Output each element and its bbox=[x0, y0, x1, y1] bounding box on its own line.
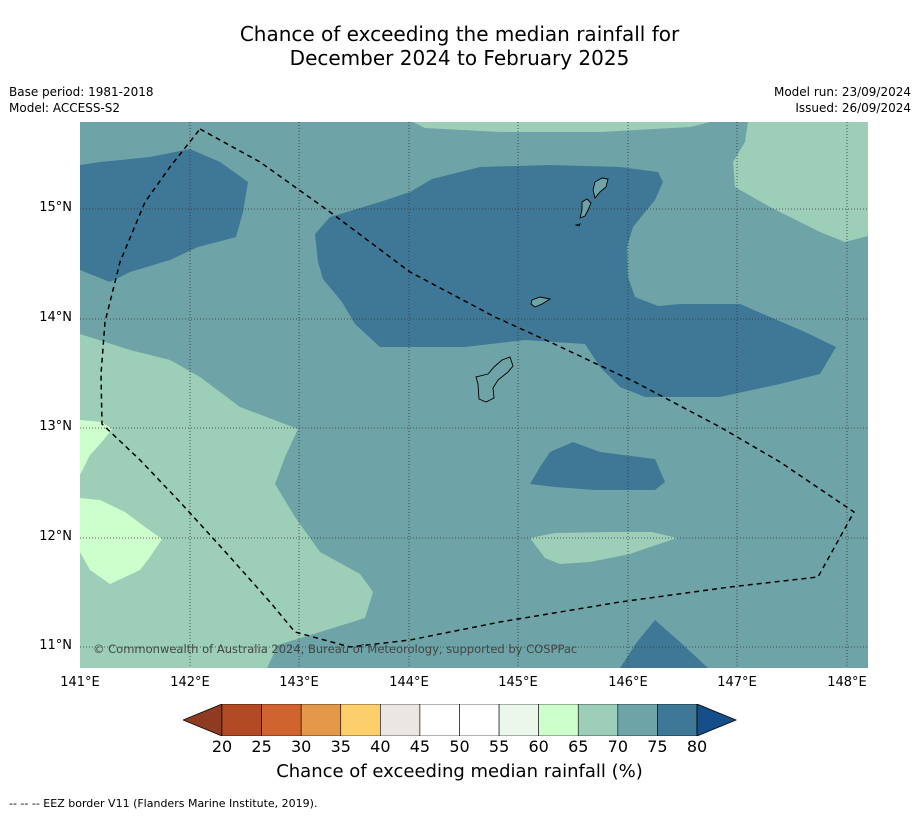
issued-date: Issued: 26/09/2024 bbox=[795, 101, 911, 115]
colorbar-tick-label: 60 bbox=[528, 737, 549, 756]
lon-label-147: 147°E bbox=[717, 675, 757, 690]
metadata-left: Base period: 1981-2018 Model: ACCESS-S2 bbox=[9, 84, 154, 116]
colorbar-segment bbox=[380, 704, 421, 736]
colorbar-segments bbox=[221, 704, 698, 736]
map-title: Chance of exceeding the median rainfall … bbox=[0, 22, 919, 70]
region-60-65-a bbox=[80, 420, 112, 475]
lon-label-144: 144°E bbox=[389, 675, 429, 690]
region-75-80-se bbox=[620, 620, 708, 668]
lon-label-148: 148°E bbox=[827, 675, 867, 690]
region-75-80-central bbox=[315, 165, 836, 397]
lat-label-11: 11°N bbox=[39, 638, 72, 653]
region-65-70-west bbox=[80, 334, 373, 668]
islands bbox=[475, 177, 609, 403]
graticule bbox=[80, 122, 868, 668]
colorbar-segment bbox=[577, 704, 619, 736]
colorbar-tick-label: 40 bbox=[370, 737, 391, 756]
island-saipan bbox=[592, 177, 609, 199]
colorbar-over-arrow bbox=[696, 704, 738, 736]
colorbar-tick-label: 55 bbox=[488, 737, 510, 756]
colorbar-segment bbox=[340, 704, 381, 736]
island-aguijan bbox=[574, 223, 581, 227]
colorbar-tick-label: 70 bbox=[607, 737, 628, 756]
colorbar-tick-label: 45 bbox=[409, 737, 431, 756]
region-75-80-nw bbox=[80, 149, 248, 282]
lon-label-146: 146°E bbox=[608, 675, 648, 690]
colorbar-tick-label: 20 bbox=[211, 737, 233, 756]
colorbar-title: Chance of exceeding median rainfall (%) bbox=[276, 761, 643, 782]
lon-label-142: 142°E bbox=[170, 675, 210, 690]
region-65-70-south bbox=[530, 532, 677, 564]
island-tinian bbox=[579, 198, 592, 219]
lat-label-15: 15°N bbox=[39, 200, 72, 215]
colorbar-tick-label: 25 bbox=[251, 737, 272, 756]
lon-label-145: 145°E bbox=[498, 675, 538, 690]
title-line-2: December 2024 to February 2025 bbox=[289, 46, 630, 70]
colorbar-tick-label: 35 bbox=[330, 737, 351, 756]
title-line-1: Chance of exceeding the median rainfall … bbox=[239, 22, 680, 46]
eez-border bbox=[100, 128, 855, 648]
region-60-65-b bbox=[80, 498, 162, 584]
colorbar-segment bbox=[498, 704, 539, 736]
colorbar-segment bbox=[459, 704, 500, 736]
colorbar-segment bbox=[221, 704, 262, 736]
lat-label-12: 12°N bbox=[39, 529, 72, 544]
colorbar-tick-label: 75 bbox=[647, 737, 668, 756]
colorbar-segment bbox=[538, 704, 579, 736]
colorbar-segment bbox=[657, 704, 698, 736]
colorbar-segment bbox=[617, 704, 658, 736]
base-period: Base period: 1981-2018 bbox=[9, 85, 154, 99]
island-rota bbox=[530, 296, 552, 308]
colorbar-under-arrow bbox=[183, 704, 223, 736]
colorbar-tick-label: 80 bbox=[686, 737, 708, 756]
colorbar-segment bbox=[300, 704, 342, 736]
metadata-right: Model run: 23/09/2024 Issued: 26/09/2024 bbox=[774, 84, 911, 116]
model-name: Model: ACCESS-S2 bbox=[9, 101, 121, 115]
colorbar-tick-label: 30 bbox=[290, 737, 312, 756]
copyright-text: © Commonwealth of Australia 2024, Bureau… bbox=[93, 642, 577, 656]
colorbar-segment bbox=[419, 704, 460, 736]
lon-label-143: 143°E bbox=[279, 675, 319, 690]
lat-label-14: 14°N bbox=[39, 310, 72, 325]
colorbar-tick-label: 65 bbox=[568, 737, 589, 756]
lat-label-13: 13°N bbox=[39, 419, 72, 434]
region-75-80-south bbox=[530, 442, 665, 490]
colorbar bbox=[183, 704, 738, 736]
eez-footnote: -- -- -- EEZ border V11 (Flanders Marine… bbox=[9, 797, 318, 810]
island-guam bbox=[475, 356, 514, 403]
lon-label-141: 141°E bbox=[60, 675, 100, 690]
colorbar-tick-label: 50 bbox=[449, 737, 470, 756]
region-65-70-east bbox=[733, 122, 868, 242]
colorbar-segment bbox=[261, 704, 302, 736]
region-65-70-north bbox=[413, 122, 710, 132]
model-run: Model run: 23/09/2024 bbox=[773, 85, 911, 99]
map-plot: © Commonwealth of Australia 2024, Bureau… bbox=[80, 122, 868, 668]
